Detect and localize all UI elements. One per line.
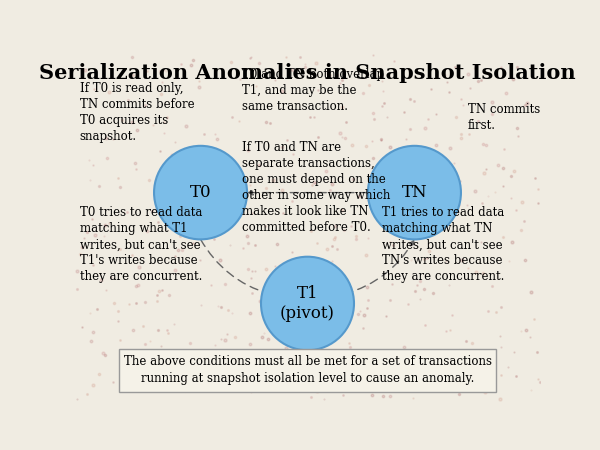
Text: If T0 is read only,
TN commits before
T0 acquires its
snapshot.: If T0 is read only, TN commits before T0… — [80, 82, 194, 143]
Text: T0: T0 — [190, 184, 211, 201]
Ellipse shape — [261, 256, 354, 350]
Text: TN: TN — [401, 184, 427, 201]
Ellipse shape — [154, 146, 247, 239]
Text: T0 tries to read data
matching what T1
writes, but can't see
T1's writes because: T0 tries to read data matching what T1 w… — [80, 207, 202, 284]
Text: T0 and TN both overlap
T1, and may be the
same transaction.: T0 and TN both overlap T1, and may be th… — [242, 68, 385, 113]
Text: TN commits
first.: TN commits first. — [468, 103, 540, 131]
Text: The above conditions must all be met for a set of transactions
running at snapsh: The above conditions must all be met for… — [124, 355, 491, 385]
FancyArrowPatch shape — [345, 241, 413, 294]
Ellipse shape — [368, 146, 461, 239]
FancyArrowPatch shape — [200, 239, 269, 295]
Text: T1 tries to read data
matching what TN
writes, but can't see
TN's writes because: T1 tries to read data matching what TN w… — [382, 207, 504, 284]
Text: T1
(pivot): T1 (pivot) — [280, 285, 335, 322]
FancyBboxPatch shape — [119, 348, 496, 392]
Text: If T0 and TN are
separate transactions,
one must depend on the
other in some way: If T0 and TN are separate transactions, … — [242, 140, 391, 234]
Text: Serialization Anomalies in Snapshot Isolation: Serialization Anomalies in Snapshot Isol… — [39, 63, 576, 83]
FancyArrowPatch shape — [248, 190, 368, 195]
